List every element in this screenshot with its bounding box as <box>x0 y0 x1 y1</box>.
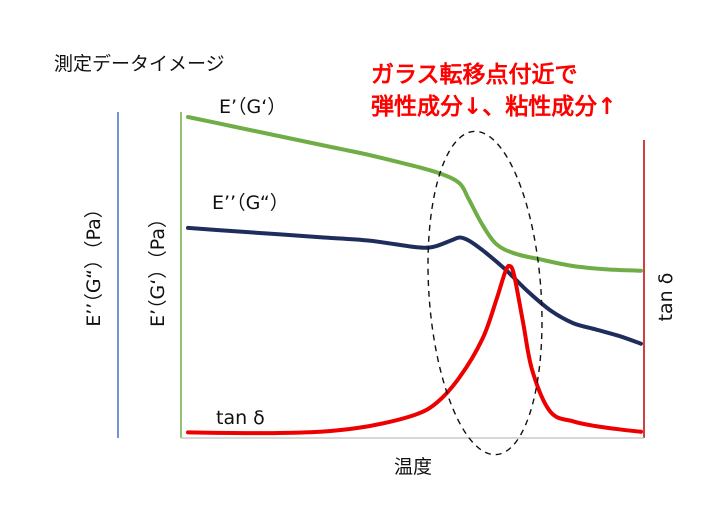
chart-title: 測定データイメージ <box>54 53 225 75</box>
y-axis-label-outer: E’’（G“）（Pa） <box>83 199 105 326</box>
glass-transition-region <box>427 130 543 456</box>
series-label-tan-delta: tan δ <box>216 407 265 429</box>
x-axis-label: 温度 <box>394 456 432 478</box>
series-tan-delta-line <box>186 263 643 436</box>
series-e-double-prime-line <box>186 225 643 346</box>
annotation-line-2: 弾性成分↓、粘性成分↑ <box>371 93 617 120</box>
y-axis-label-right: tan δ <box>655 273 677 322</box>
series-layer <box>186 115 643 436</box>
y-axis-label-inner: E’（G‘）（Pa） <box>147 209 169 327</box>
series-label-e-double-prime: E’’（G“） <box>212 192 289 214</box>
series-label-e-prime: E’（G‘） <box>219 96 286 118</box>
annotation-line-1: ガラス転移点付近で <box>371 62 578 88</box>
series-e-prime-line <box>186 115 643 273</box>
